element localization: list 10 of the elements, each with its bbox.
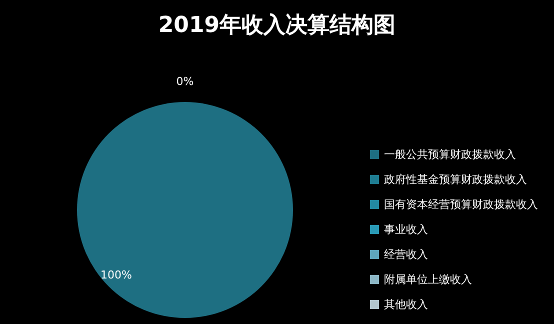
legend-label: 国有资本经营预算财政拨款收入 — [384, 198, 538, 212]
legend-label: 附属单位上缴收入 — [384, 273, 472, 286]
legend-label: 政府性基金预算财政拨款收入 — [384, 173, 527, 186]
text: 0% — [176, 75, 194, 88]
legend-label: 经营收入 — [384, 248, 428, 262]
legend-label: 其他收入 — [384, 298, 428, 312]
legend-label: 一般公共预算财政拨款收入 — [384, 148, 516, 162]
data-label: 100% — [100, 268, 132, 282]
legend-label: 事业收入 — [384, 223, 428, 236]
chart-title: 2019年收入决算结构图 — [158, 13, 396, 38]
